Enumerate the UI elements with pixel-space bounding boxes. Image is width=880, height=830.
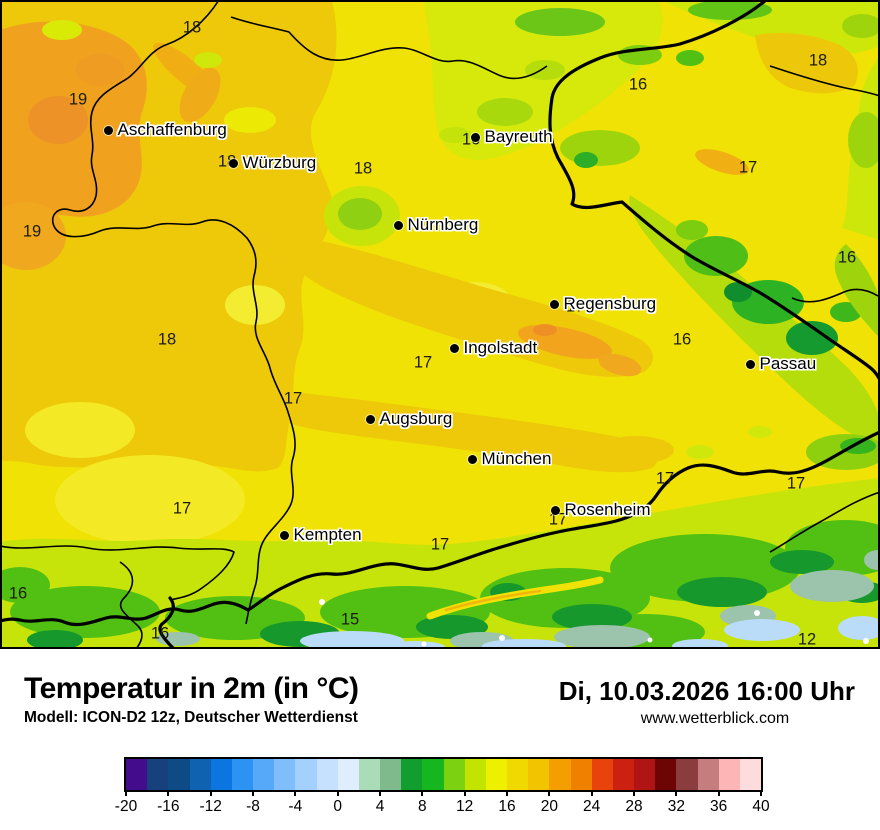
model-info: Modell: ICON-D2 12z, Deutscher Wetterdie…	[24, 709, 358, 726]
map-title: Temperatur in 2m (in °C)	[24, 672, 359, 705]
scale-tick	[209, 790, 212, 796]
scale-tick-label: 32	[667, 798, 685, 815]
scale-tick	[590, 790, 593, 796]
scale-tick-label: -8	[246, 798, 260, 815]
scale-tick-label: 8	[418, 798, 427, 815]
scale-tick-label: 40	[752, 798, 770, 815]
scale-color-segment	[253, 759, 275, 790]
scale-color-segment	[274, 759, 296, 790]
scale-tick-label: -16	[157, 798, 180, 815]
scale-color-segment	[739, 759, 762, 790]
scale-color-segment	[189, 759, 211, 790]
map-footer: Temperatur in 2m (in °C) Modell: ICON-D2…	[0, 649, 880, 830]
scale-color-segment	[549, 759, 571, 790]
scale-tick	[548, 790, 551, 796]
scale-color-segment	[380, 759, 402, 790]
scale-color-segment	[612, 759, 635, 790]
scale-color-segment	[231, 759, 254, 790]
scale-tick-label: -12	[199, 798, 222, 815]
scale-tick	[675, 790, 678, 796]
scale-color-segment	[676, 759, 698, 790]
scale-color-segment	[401, 759, 423, 790]
scale-tick-label: 20	[540, 798, 558, 815]
scale-color-segment	[528, 759, 550, 790]
scale-tick-label: 12	[456, 798, 474, 815]
scale-tick-label: -4	[288, 798, 303, 815]
scale-color-segment	[358, 759, 381, 790]
scale-tick	[633, 790, 635, 796]
scale-color-segment	[655, 759, 677, 790]
scale-tick	[760, 790, 762, 796]
scale-tick	[463, 790, 466, 796]
scale-color-segment	[210, 759, 232, 790]
scale-tick	[421, 790, 424, 796]
scale-color-segment	[337, 759, 359, 790]
color-scale-axis: -20 -16 -12 -8 -4 0 4 8 12 16 20 24 28 32 36 40	[115, 790, 770, 826]
scale-color-segment	[718, 759, 740, 790]
website-link: www.wetterblick.com	[640, 710, 790, 727]
scale-tick	[125, 790, 127, 796]
scale-color-segment	[147, 759, 169, 790]
scale-tick-label: 0	[333, 798, 342, 815]
scale-color-segment	[316, 759, 338, 790]
scale-tick	[717, 790, 720, 796]
scale-color-segment	[464, 759, 486, 790]
scale-color-segment	[507, 759, 529, 790]
scale-tick-label: 36	[710, 798, 728, 815]
scale-tick-label: 28	[625, 798, 643, 815]
scale-tick-label: -20	[114, 798, 138, 815]
scale-color-segment	[443, 759, 465, 790]
scale-color-segment	[422, 759, 444, 790]
scale-color-segment	[126, 759, 148, 790]
scale-tick-label: 16	[498, 798, 516, 815]
scale-tick-label: 24	[583, 798, 601, 815]
forecast-datetime: Di, 10.03.2026 16:00 Uhr	[558, 676, 855, 706]
scale-tick	[252, 790, 254, 796]
scale-color-segment	[295, 759, 317, 790]
scale-color-segment	[697, 759, 719, 790]
scale-color-segment	[485, 759, 508, 790]
scale-color-segment	[591, 759, 613, 790]
scale-color-segment	[634, 759, 656, 790]
scale-tick	[167, 790, 170, 796]
scale-color-segment	[168, 759, 190, 790]
temperature-map: 18 19 18 16 16 18 18 17 19 16 17 18 16 17 17 17 17 17 17 17…	[0, 0, 880, 649]
scale-tick	[294, 790, 297, 796]
scale-color-segment	[570, 759, 592, 790]
scale-tick	[379, 790, 381, 796]
scale-tick	[336, 790, 339, 796]
scale-tick-label: 4	[375, 798, 385, 815]
scale-tick	[506, 790, 508, 796]
temperature-color-scale	[124, 757, 763, 792]
map-canvas	[0, 0, 880, 649]
